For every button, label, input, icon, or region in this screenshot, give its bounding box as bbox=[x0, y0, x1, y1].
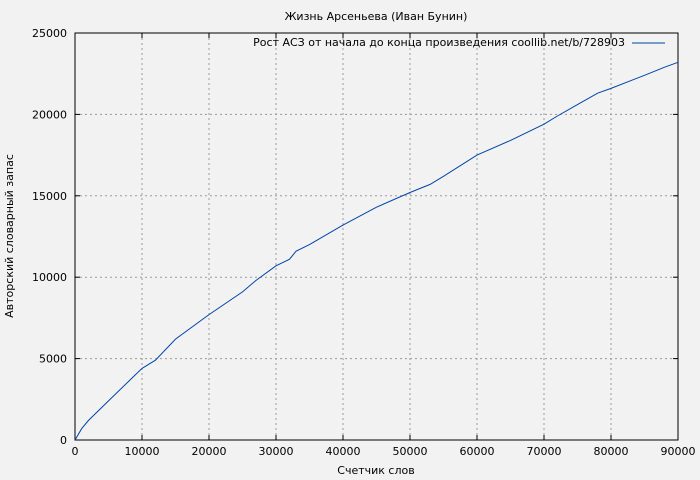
y-tick-label: 10000 bbox=[32, 271, 67, 284]
plot-frame bbox=[74, 32, 679, 441]
y-tick-label: 15000 bbox=[32, 190, 67, 203]
grid bbox=[75, 33, 678, 440]
x-tick-label: 90000 bbox=[661, 445, 696, 458]
y-axis-label: Авторский словарный запас bbox=[3, 154, 16, 318]
x-tick-label: 10000 bbox=[125, 445, 160, 458]
x-tick-label: 70000 bbox=[527, 445, 562, 458]
x-tick-label: 30000 bbox=[259, 445, 294, 458]
chart-title: Жизнь Арсеньева (Иван Бунин) bbox=[285, 10, 468, 23]
y-tick-label: 20000 bbox=[32, 108, 67, 121]
series-line bbox=[74, 61, 679, 441]
x-tick-label: 50000 bbox=[393, 445, 428, 458]
x-tick-label: 80000 bbox=[594, 445, 629, 458]
x-axis-label: Счетчик слов bbox=[337, 464, 414, 477]
x-tick-label: 20000 bbox=[192, 445, 227, 458]
y-tick-label: 25000 bbox=[32, 27, 67, 40]
x-tick-label: 0 bbox=[72, 445, 79, 458]
legend-label: Рост АСЗ от начала до конца произведения… bbox=[253, 36, 625, 49]
x-tick-label: 60000 bbox=[460, 445, 495, 458]
ticks: 0 10000 20000 30000 40000 50000 60000 70000 8000… bbox=[32, 27, 696, 458]
x-tick-label: 40000 bbox=[326, 445, 361, 458]
y-tick-label: 5000 bbox=[39, 353, 67, 366]
y-tick-label: 0 bbox=[60, 434, 67, 447]
